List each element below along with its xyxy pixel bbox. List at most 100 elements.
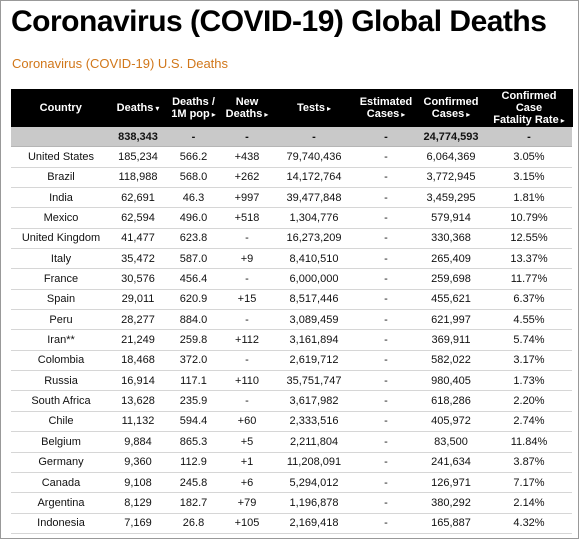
header-estimated-line1: Estimated — [359, 95, 413, 108]
cell-case-fatality-rate: 4.55% — [486, 309, 572, 331]
table-row: Indonesia 7,169 26.8 +105 2,169,418-165,887 4… — [11, 513, 572, 534]
header-estimated-line2: Cases — [366, 107, 400, 120]
cell-deaths: 8,129 — [111, 492, 165, 514]
cell-deaths-per-1m: 182.7 — [165, 492, 222, 514]
cell-deaths: 21,249 — [111, 329, 165, 351]
cell-deaths: 7,169 — [111, 513, 165, 534]
table-row: Italy 35,472 587.0 +9 8,410,510-265,409 13.37… — [11, 248, 572, 270]
cell-case-fatality-rate: 3.05% — [486, 146, 572, 168]
cell-confirmed-cases: 380,292 — [416, 492, 486, 514]
cell-estimated-cases: - — [356, 431, 416, 453]
cell-tests: 1,196,878 — [272, 492, 356, 514]
header-country-label: Country — [39, 102, 82, 114]
cell-tests: 2,333,516 — [272, 411, 356, 433]
cell-tests: 1,304,776 — [272, 207, 356, 229]
cell-new-deaths: +105 — [222, 513, 272, 534]
header-cfr-line2: Fatality Rate — [493, 113, 559, 126]
total-row: 838,343 - - - - 24,774,593 - — [11, 127, 572, 148]
cell-deaths-per-1m: 245.8 — [165, 472, 222, 494]
table-body: 838,343 - - - - 24,774,593 - United Stat… — [11, 127, 572, 538]
sort-caret-right-icon: ▸ — [326, 103, 331, 113]
cell-deaths-per-1m: 623.8 — [165, 228, 222, 250]
header-confirmed-line1: Confirmed — [423, 95, 479, 108]
cell-deaths: 9,108 — [111, 472, 165, 494]
cell-country: Peru — [11, 309, 111, 331]
cell-country: Canada — [11, 472, 111, 494]
cell-country: Iran** — [11, 329, 111, 351]
cell-confirmed-cases: 330,368 — [416, 228, 486, 250]
cell-country: Colombia — [11, 350, 111, 372]
cell-confirmed-cases: 265,409 — [416, 248, 486, 270]
cell-estimated-cases: - — [356, 533, 416, 538]
cell-estimated-cases: - — [356, 513, 416, 534]
cell-estimated-cases: - — [356, 411, 416, 433]
header-case-fatality-rate[interactable]: Confirmed Case Fatality Rate ▸ — [486, 89, 573, 127]
header-deaths[interactable]: Deaths ▾ — [111, 89, 166, 127]
cell-tests: 14,172,764 — [272, 167, 356, 189]
total-tests: - — [272, 127, 356, 148]
cell-tests: 3,161,894 — [272, 329, 356, 351]
cell-deaths-per-1m: 594.4 — [165, 411, 222, 433]
table-row: India 62,691 46.3 +997 39,477,848-3,459,295 1… — [11, 187, 572, 209]
header-deaths-label: Deaths — [116, 101, 154, 114]
header-tests-label: Tests — [297, 101, 325, 114]
total-confirmed: 24,774,593 — [416, 127, 486, 148]
cell-confirmed-cases: 223,612 — [416, 533, 486, 538]
cell-new-deaths: +1 — [222, 452, 272, 473]
header-new-deaths-line2: Deaths — [225, 107, 263, 120]
cell-confirmed-cases: 369,911 — [416, 329, 486, 351]
us-deaths-link[interactable]: Coronavirus (COVID-19) U.S. Deaths — [12, 56, 229, 71]
cell-new-deaths: +74 — [222, 533, 272, 538]
cell-country: Italy — [11, 248, 111, 270]
cell-case-fatality-rate: 10.79% — [486, 207, 572, 229]
cell-case-fatality-rate: 3.17% — [486, 350, 572, 372]
sort-caret-right-icon: ▸ — [211, 109, 216, 119]
header-cfr-line1: Confirmed Case — [501, 89, 557, 114]
cell-deaths: 18,468 — [111, 350, 165, 372]
table-row: Russia 16,914 117.1 +110 35,751,747-980,405 1… — [11, 370, 572, 392]
cell-tests: 79,740,436 — [272, 146, 356, 168]
cell-estimated-cases: - — [356, 390, 416, 412]
cell-estimated-cases: - — [356, 146, 416, 168]
cell-country: India — [11, 187, 111, 209]
cell-confirmed-cases: 83,500 — [416, 431, 486, 453]
cell-estimated-cases: - — [356, 268, 416, 290]
cell-confirmed-cases: 621,997 — [416, 309, 486, 331]
header-estimated-cases[interactable]: Estimated Cases ▸ — [356, 89, 417, 127]
cell-deaths: 62,594 — [111, 207, 165, 229]
cell-tests: 39,477,848 — [272, 187, 356, 209]
header-new-deaths[interactable]: New Deaths ▸ — [222, 89, 273, 127]
total-cfr: - — [486, 127, 572, 148]
header-deaths-per-1m[interactable]: Deaths /1M pop ▸ — [165, 89, 223, 127]
header-tests[interactable]: Tests ▸ — [272, 89, 357, 127]
cell-deaths: 29,011 — [111, 289, 165, 311]
total-country — [11, 127, 111, 148]
cell-estimated-cases: - — [356, 370, 416, 392]
cell-deaths-per-1m: 177.3 — [165, 533, 222, 538]
total-per-1m: - — [165, 127, 222, 148]
cell-new-deaths: +262 — [222, 167, 272, 189]
cell-new-deaths: +997 — [222, 187, 272, 209]
cell-estimated-cases: - — [356, 329, 416, 351]
cell-tests: 3,617,982 — [272, 390, 356, 412]
cell-new-deaths: +60 — [222, 411, 272, 433]
cell-deaths: 30,576 — [111, 268, 165, 290]
cell-country: Russia — [11, 370, 111, 392]
cell-country: Germany — [11, 452, 111, 473]
header-country: Country — [11, 89, 112, 127]
cell-deaths: 13,628 — [111, 390, 165, 412]
deaths-table: Country Deaths ▾ Deaths /1M pop ▸ New Death… — [11, 89, 573, 538]
header-new-deaths-line1: New — [235, 95, 259, 108]
cell-tests: 8,517,446 — [272, 289, 356, 311]
table-row: Spain 29,011 620.9 +15 8,517,446-455,621 6.37… — [11, 289, 572, 311]
sort-caret-right-icon: ▸ — [264, 109, 269, 119]
cell-deaths: 6,814 — [111, 533, 165, 538]
cell-deaths-per-1m: 259.8 — [165, 329, 222, 351]
cell-case-fatality-rate: 11.84% — [486, 431, 572, 453]
cell-confirmed-cases: 405,972 — [416, 411, 486, 433]
header-confirmed-cases[interactable]: Confirmed Cases ▸ — [416, 89, 487, 127]
table-row: Canada 9,108 245.8 +6 5,294,012-126,971 7.17% — [11, 472, 572, 494]
cell-deaths-per-1m: 620.9 — [165, 289, 222, 311]
cell-deaths-per-1m: 568.0 — [165, 167, 222, 189]
cell-confirmed-cases: 259,698 — [416, 268, 486, 290]
